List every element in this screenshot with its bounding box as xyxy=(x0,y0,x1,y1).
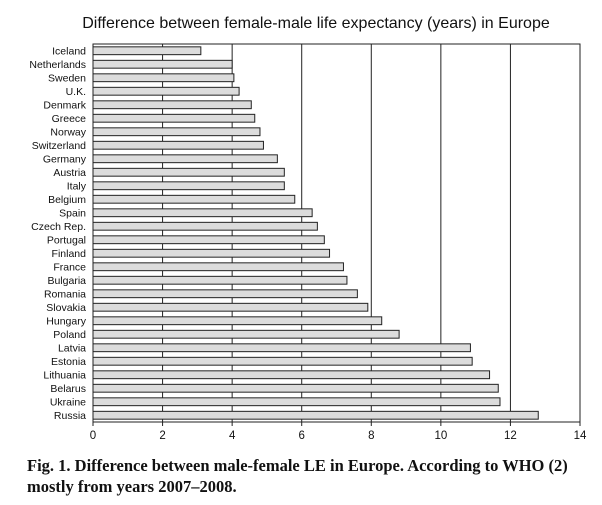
bar xyxy=(92,208,313,218)
bar xyxy=(92,275,348,285)
bar xyxy=(92,397,501,407)
bar xyxy=(92,113,256,123)
bar xyxy=(92,302,369,312)
category-label: Iceland xyxy=(52,46,86,58)
category-label: Czech Rep. xyxy=(31,221,86,233)
category-label: Norway xyxy=(50,127,86,139)
bar xyxy=(92,221,318,231)
bar xyxy=(92,383,499,393)
category-label: Estonia xyxy=(51,356,86,368)
category-label: Ukraine xyxy=(50,397,86,409)
bar xyxy=(92,59,233,69)
category-label: Germany xyxy=(43,154,87,166)
x-axis: 0 2 4 6 8 10 12 14 xyxy=(90,422,587,442)
bar xyxy=(92,73,235,83)
bar xyxy=(92,343,471,353)
category-label: Russia xyxy=(54,410,86,422)
bar xyxy=(92,316,383,326)
category-label: Romania xyxy=(44,289,86,301)
category-label: Bulgaria xyxy=(47,275,86,287)
category-label: Finland xyxy=(52,248,87,260)
category-label: Belgium xyxy=(48,194,86,206)
category-label: Slovakia xyxy=(46,302,86,314)
category-label: Latvia xyxy=(58,343,86,355)
bar xyxy=(92,154,278,164)
bar xyxy=(92,289,358,299)
category-label: Poland xyxy=(53,329,86,341)
category-label: Greece xyxy=(52,113,87,125)
bar-chart: Difference between female-male life expe… xyxy=(29,15,587,442)
bar xyxy=(92,248,331,258)
bar xyxy=(92,262,344,272)
category-label: Sweden xyxy=(48,73,86,85)
bar xyxy=(92,86,240,96)
category-label: U.K. xyxy=(66,86,86,98)
category-label: Portugal xyxy=(47,235,86,247)
bar xyxy=(92,356,473,366)
tick-label: 0 xyxy=(90,430,96,442)
bar xyxy=(92,235,325,245)
category-label: Hungary xyxy=(46,316,86,328)
category-label: Spain xyxy=(59,208,86,220)
tick-label: 6 xyxy=(299,430,305,442)
tick-label: 10 xyxy=(434,430,447,442)
category-label: Lithuania xyxy=(43,370,86,382)
category-label: Austria xyxy=(53,167,86,179)
bar-series xyxy=(92,46,539,420)
category-label: Denmark xyxy=(43,100,86,112)
bar xyxy=(92,370,491,380)
plot-frame xyxy=(92,43,581,423)
category-label: France xyxy=(53,262,86,274)
category-label: Italy xyxy=(67,181,87,193)
bar xyxy=(92,167,285,177)
category-label: Belarus xyxy=(50,383,86,395)
figure-caption: Fig. 1. Difference between male-female L… xyxy=(27,456,568,496)
tick-label: 8 xyxy=(368,430,374,442)
bar xyxy=(92,410,539,420)
tick-label: 4 xyxy=(229,430,236,442)
category-label: Switzerland xyxy=(32,140,86,152)
bar xyxy=(92,127,261,137)
bar xyxy=(92,329,400,339)
bar xyxy=(92,140,264,150)
chart-title: Difference between female-male life expe… xyxy=(82,15,550,32)
tick-label: 2 xyxy=(159,430,165,442)
tick-label: 14 xyxy=(574,430,587,442)
tick-label: 12 xyxy=(504,430,517,442)
bar xyxy=(92,194,296,204)
bar xyxy=(92,100,252,110)
category-label: Netherlands xyxy=(29,59,86,71)
bar xyxy=(92,46,202,56)
bar xyxy=(92,181,285,191)
